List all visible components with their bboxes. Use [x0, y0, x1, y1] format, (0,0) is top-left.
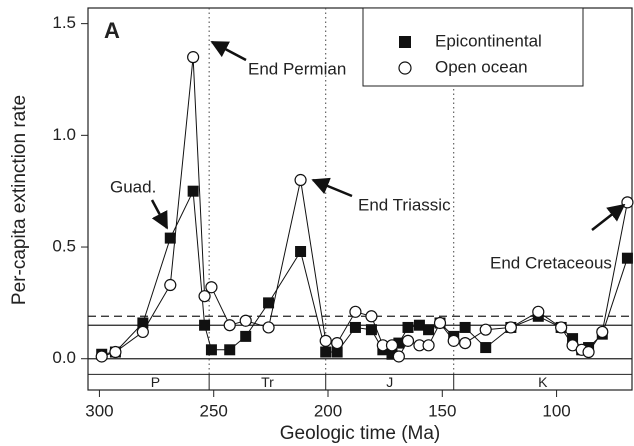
point	[393, 337, 405, 349]
period-label: J	[386, 374, 393, 390]
point	[109, 345, 122, 359]
annotation: End Permian	[248, 59, 346, 78]
point	[386, 348, 398, 360]
point	[532, 305, 545, 318]
point	[136, 325, 149, 339]
legend-swatch	[398, 61, 412, 75]
point	[199, 319, 211, 331]
point	[205, 281, 218, 294]
point	[402, 321, 414, 333]
point	[621, 252, 633, 264]
point	[413, 319, 425, 331]
point	[349, 321, 361, 333]
point	[187, 51, 200, 64]
point	[423, 324, 435, 336]
legend-swatch	[399, 36, 411, 48]
point	[365, 310, 378, 323]
y-tick-label: 1.0	[52, 125, 76, 144]
annotation-arrow	[150, 199, 169, 230]
point	[319, 334, 332, 347]
point	[433, 316, 447, 330]
y-axis-title: Per-capita extinction rate	[9, 95, 30, 305]
period-label: K	[538, 374, 548, 390]
x-tick-label: 200	[314, 401, 342, 420]
point	[479, 323, 492, 336]
point	[596, 325, 609, 339]
legend-label: Epicontinental	[435, 31, 542, 50]
x-tick-label: 100	[542, 401, 570, 420]
point	[263, 297, 275, 309]
annotation: Guad.	[110, 177, 156, 196]
legend: Epicontinental Open ocean	[362, 7, 584, 87]
point	[582, 345, 595, 359]
point	[504, 321, 517, 334]
point	[459, 336, 472, 350]
y-tick-label: 0.5	[52, 237, 76, 256]
annotation: End Cretaceous	[490, 253, 612, 272]
point	[95, 350, 108, 363]
point	[320, 346, 332, 358]
x-tick-label: 150	[428, 401, 456, 420]
y-tick-label: 1.5	[52, 13, 76, 32]
point	[137, 317, 149, 329]
point	[240, 330, 252, 342]
point	[447, 334, 460, 347]
point	[198, 290, 211, 303]
period-label: P	[151, 374, 160, 390]
point	[187, 185, 199, 197]
point	[331, 346, 343, 358]
annotation-arrow	[210, 40, 247, 62]
annotation-arrow	[591, 203, 626, 231]
series-line	[101, 189, 628, 355]
annotation-arrow	[311, 177, 353, 198]
annotation: End Triassic	[358, 195, 451, 214]
point	[567, 333, 579, 345]
point	[331, 336, 344, 350]
point	[164, 278, 177, 292]
point	[422, 339, 435, 352]
legend-label: Open ocean	[435, 57, 528, 76]
panel-label: A	[104, 18, 120, 43]
point	[239, 314, 252, 327]
legend-box	[362, 7, 584, 87]
point	[262, 321, 275, 334]
point	[385, 339, 399, 352]
point	[392, 350, 405, 363]
point	[555, 321, 568, 334]
y-tick-label: 0.0	[52, 348, 76, 367]
point	[205, 344, 217, 356]
point	[164, 232, 176, 244]
x-tick-label: 300	[85, 401, 113, 420]
x-tick-label: 250	[200, 401, 228, 420]
point	[365, 324, 377, 336]
x-axis-title: Geologic time (Ma)	[280, 423, 441, 444]
point	[401, 334, 415, 347]
point	[223, 319, 236, 332]
period-label: Tr	[261, 374, 274, 390]
point	[224, 344, 236, 356]
point	[480, 342, 492, 354]
point	[294, 173, 307, 187]
point	[349, 305, 362, 318]
point	[459, 321, 471, 333]
point	[295, 245, 307, 257]
